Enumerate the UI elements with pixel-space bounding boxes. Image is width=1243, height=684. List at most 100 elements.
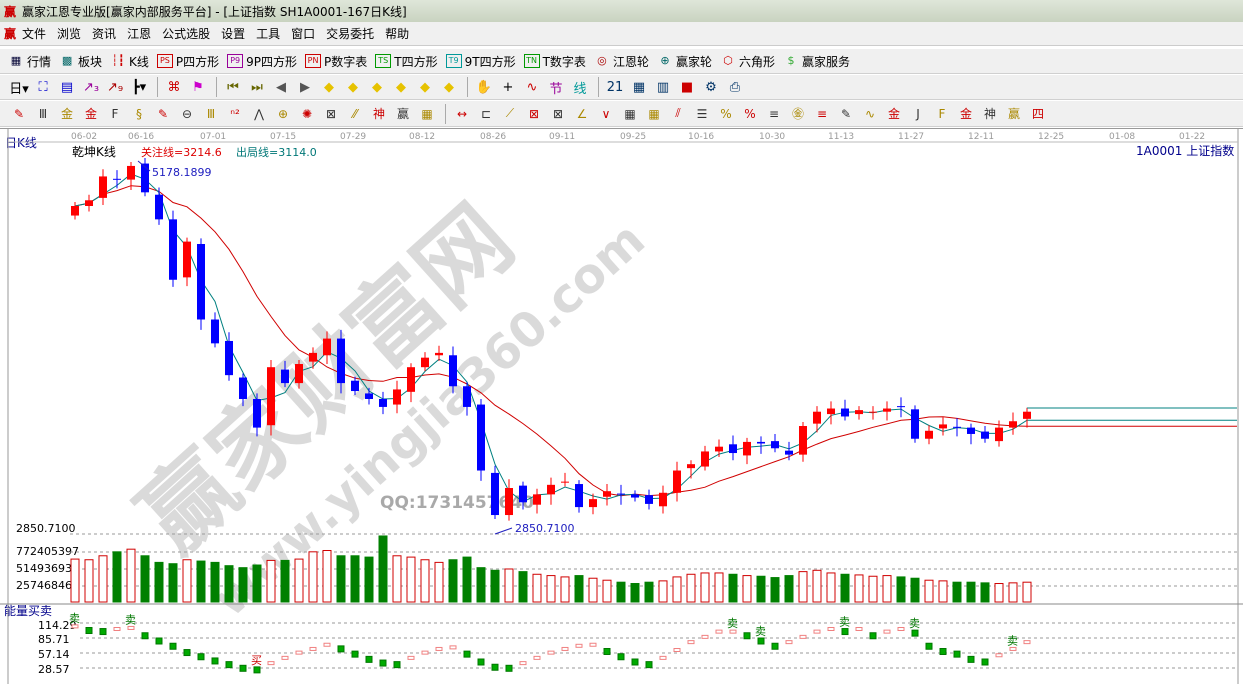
prev-icon[interactable]: ◀ xyxy=(276,79,286,95)
rect-icon[interactable]: ⊏ xyxy=(480,106,492,121)
volume-bar xyxy=(742,575,752,603)
toolbar-button-T数字表[interactable]: TN T数字表 xyxy=(523,53,586,70)
gold-lines-icon[interactable]: ≡ xyxy=(816,106,828,121)
box-icon[interactable]: ⊠ xyxy=(325,106,337,121)
line-tool-icon[interactable]: ∿ xyxy=(526,79,538,95)
shen-angle-icon[interactable]: 神 xyxy=(983,107,996,121)
diamond-left-icon[interactable]: ◆ xyxy=(324,79,334,95)
four-angle-icon[interactable]: 四 xyxy=(1031,107,1044,121)
vline-icon[interactable]: ∨ xyxy=(601,106,611,121)
j-angle-icon[interactable]: J xyxy=(916,106,920,121)
toolbar-button-P数字表[interactable]: PN P数字表 xyxy=(305,53,367,70)
radar-icon[interactable]: ✺ xyxy=(301,106,313,121)
menu-item-工具[interactable]: 工具 xyxy=(256,27,281,41)
period-day-dropdown[interactable]: 日▾ xyxy=(9,81,29,97)
last-icon[interactable]: ⏭ xyxy=(251,79,263,95)
gannfan-icon[interactable]: ⊠ xyxy=(552,106,564,121)
diamond-h-icon[interactable]: ◆ xyxy=(372,79,382,95)
ruler-icon[interactable]: ▦ xyxy=(421,106,433,121)
pct-lines-icon[interactable]: ≡ xyxy=(768,106,780,121)
notepad-icon[interactable]: ▥ xyxy=(656,79,670,95)
gold-box-icon[interactable]: 金 xyxy=(887,107,900,121)
target-icon[interactable]: ⊕ xyxy=(277,106,289,121)
angle-icon[interactable]: ∠ xyxy=(576,106,588,121)
gold2-icon[interactable]: 金 xyxy=(84,107,97,121)
toolbar-button-赢家轮[interactable]: ⊕ 赢家轮 xyxy=(657,53,712,70)
chart-area[interactable]: 赢家财富网 www.yingjia360.com QQ:1731457640 0… xyxy=(0,128,1243,684)
bars-icon[interactable]: ☰ xyxy=(696,106,708,121)
grid1-icon[interactable]: ▦ xyxy=(624,106,636,121)
shen-icon[interactable]: 神 xyxy=(372,107,385,121)
wave-icon[interactable]: ∿ xyxy=(864,106,876,121)
pen2-icon[interactable]: ✎ xyxy=(157,106,169,121)
kline-chart[interactable]: 卖卖买卖卖卖 卖卖 xyxy=(0,129,1243,684)
candle-body xyxy=(85,200,93,206)
weave-icon[interactable]: ⌘ xyxy=(167,79,181,95)
indicator9-icon[interactable]: ↗₉ xyxy=(106,79,124,95)
calendar-icon[interactable]: 21 xyxy=(606,79,624,95)
fan-icon[interactable]: ⟋ xyxy=(505,106,515,120)
spiral-icon[interactable]: § xyxy=(136,106,142,121)
toolbar-button-9P四方形[interactable]: P9 9P四方形 xyxy=(227,53,297,70)
diamond-x-icon[interactable]: ◆ xyxy=(396,79,406,95)
toolbar-button-K线[interactable]: ┆┇ K线 xyxy=(110,53,149,70)
wire-icon[interactable]: 线 xyxy=(573,81,587,97)
toolbar-button-P四方形[interactable]: PS P四方形 xyxy=(156,53,219,70)
parallel-icon[interactable]: Ⅲ xyxy=(38,106,48,121)
n2-icon[interactable]: ⁿ² xyxy=(230,106,240,121)
menu-item-文件[interactable]: 文件 xyxy=(22,27,47,41)
chart-icon[interactable]: ⛶ xyxy=(38,79,48,95)
toolbar-button-板块[interactable]: ▩ 板块 xyxy=(59,53,102,70)
bar-type-dropdown[interactable]: ┣▾ xyxy=(131,79,147,95)
notes-icon[interactable]: ▤ xyxy=(60,79,74,95)
ying-angle-icon[interactable]: 赢 xyxy=(1007,107,1020,121)
circle-icon[interactable]: ⊖ xyxy=(181,106,193,121)
toolbar-button-行情[interactable]: ▦ 行情 xyxy=(8,53,51,70)
pen-icon[interactable]: ✎ xyxy=(13,106,25,121)
measure-icon[interactable]: ↔ xyxy=(456,106,468,121)
menu-item-公式选股[interactable]: 公式选股 xyxy=(162,27,211,41)
flag-icon[interactable]: ⚑ xyxy=(192,79,204,95)
menu-item-交易委托[interactable]: 交易委托 xyxy=(326,27,375,41)
menu-item-资讯[interactable]: 资讯 xyxy=(92,27,117,41)
gold1-icon[interactable]: 金 xyxy=(60,107,73,121)
grid3-icon[interactable]: ⫽ xyxy=(675,106,681,120)
hand-icon[interactable]: ✋ xyxy=(475,79,493,95)
toolbar-button-六角形[interactable]: ⬡ 六角形 xyxy=(720,53,775,70)
parallel2-icon[interactable]: Ⅲ xyxy=(206,106,216,121)
diamond-star-icon[interactable]: ◆ xyxy=(420,79,430,95)
arrow-icon[interactable]: ⋀ xyxy=(254,106,264,121)
section-icon[interactable]: 节 xyxy=(549,81,563,97)
next-icon[interactable]: ▶ xyxy=(300,79,310,95)
gold-angle-icon[interactable]: 金 xyxy=(959,107,972,121)
menu-item-设置[interactable]: 设置 xyxy=(221,27,246,41)
menu-item-江恩[interactable]: 江恩 xyxy=(127,27,152,41)
date-tick: 12-11 xyxy=(968,132,995,142)
pct-line-icon[interactable]: % xyxy=(720,106,732,121)
pencil-icon[interactable]: ✎ xyxy=(840,106,852,121)
toolbar-button-T四方形[interactable]: TS T四方形 xyxy=(375,53,438,70)
toolbar-button-赢家服务[interactable]: $ 赢家服务 xyxy=(783,53,850,70)
gannbox-icon[interactable]: ⊠ xyxy=(528,106,540,121)
menu-item-窗口[interactable]: 窗口 xyxy=(291,27,316,41)
save-icon[interactable]: ■ xyxy=(680,79,694,95)
menu-item-浏览[interactable]: 浏览 xyxy=(57,27,82,41)
fib-icon[interactable]: Ϝ xyxy=(111,106,119,121)
diamond-v-icon[interactable]: ◆ xyxy=(444,79,454,95)
menu-item-帮助[interactable]: 帮助 xyxy=(385,27,410,41)
crosshair-icon[interactable]: + xyxy=(502,79,514,95)
gold-circle-icon[interactable]: ㊎ xyxy=(791,107,804,121)
toolbar-button-江恩轮[interactable]: ◎ 江恩轮 xyxy=(594,53,649,70)
indicator3-icon[interactable]: ↗₃ xyxy=(82,79,100,95)
ying-icon[interactable]: 赢 xyxy=(396,107,409,121)
first-icon[interactable]: ⏮ xyxy=(227,79,239,95)
calculator-icon[interactable]: ▦ xyxy=(632,79,646,95)
diamond-right-icon[interactable]: ◆ xyxy=(348,79,358,95)
toolbar-button-9T四方形[interactable]: T9 9T四方形 xyxy=(445,53,516,70)
percent-icon[interactable]: % xyxy=(744,106,756,121)
grid2-icon[interactable]: ▦ xyxy=(648,106,660,121)
printer-icon[interactable]: ⎙ xyxy=(729,79,741,95)
network-icon[interactable]: ⚙ xyxy=(705,79,717,95)
f-angle-icon[interactable]: F xyxy=(938,106,946,121)
slash-icon[interactable]: ⁄⁄ xyxy=(352,106,357,121)
